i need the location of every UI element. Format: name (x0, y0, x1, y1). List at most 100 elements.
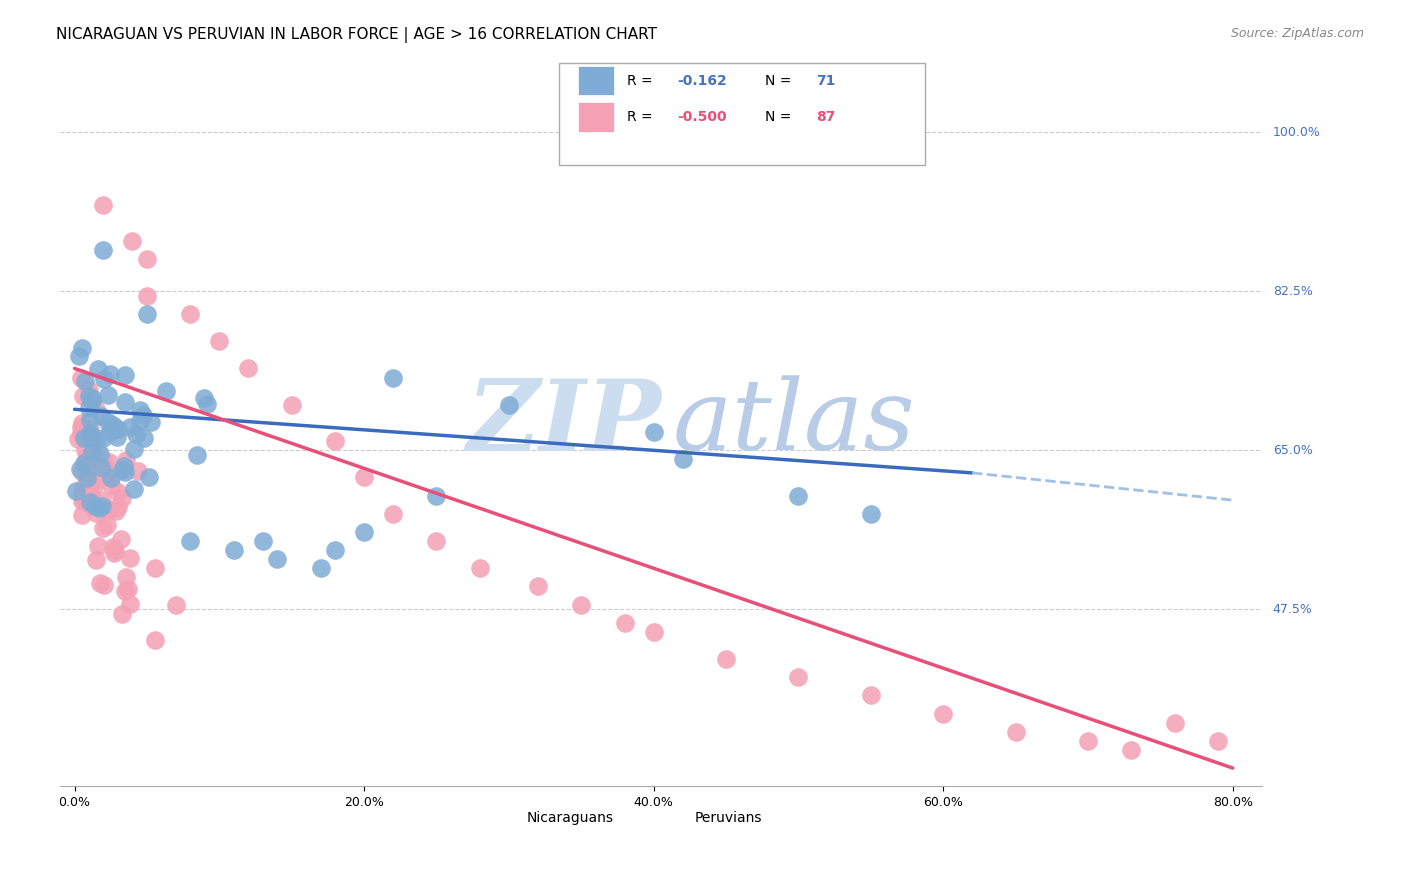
Point (91, 432, 114, 446)
Point (111, 463, 134, 477)
Point (132, 432, 155, 446)
Text: 65.0%: 65.0% (1272, 443, 1313, 457)
Point (82, 444, 104, 458)
Point (72, 389, 94, 403)
Point (80, 430, 103, 444)
Text: 82.5%: 82.5% (1272, 285, 1313, 298)
Point (122, 442, 145, 457)
Text: -0.162: -0.162 (678, 74, 727, 87)
Point (114, 570, 136, 584)
Point (70, 416, 93, 430)
Point (89, 447, 111, 461)
Point (671, 452, 693, 467)
Point (141, 415, 163, 429)
Point (93, 244, 115, 258)
Text: Peruvians: Peruvians (695, 811, 762, 825)
Point (353, 524, 375, 539)
Point (103, 545, 125, 559)
Point (112, 459, 135, 474)
Point (97, 467, 120, 481)
Point (1077, 734, 1099, 748)
Point (859, 507, 882, 521)
Point (155, 384, 177, 398)
Point (266, 552, 288, 566)
Point (70, 371, 93, 385)
Point (186, 448, 208, 462)
Point (77, 489, 100, 503)
Point (96, 518, 118, 533)
Point (114, 368, 136, 382)
Point (107, 500, 129, 514)
Point (127, 464, 149, 478)
Text: 47.5%: 47.5% (1272, 603, 1313, 615)
Point (787, 670, 810, 684)
Point (1121, 743, 1143, 757)
Text: atlas: atlas (673, 376, 915, 471)
Point (138, 470, 160, 484)
Point (91, 499, 114, 513)
Point (70, 465, 93, 479)
Point (135, 252, 157, 267)
Point (110, 532, 132, 546)
Point (83, 476, 105, 491)
Point (70, 342, 93, 356)
Text: 71: 71 (815, 74, 835, 87)
Text: ZIP: ZIP (465, 375, 661, 471)
Point (84, 506, 107, 520)
Point (79, 413, 101, 427)
Point (87, 445, 110, 459)
Point (93, 578, 115, 592)
Point (787, 489, 810, 503)
Point (309, 561, 332, 575)
Point (70, 425, 93, 440)
Point (80, 394, 103, 409)
Point (84, 401, 107, 416)
Point (91, 520, 114, 534)
Point (73, 493, 96, 508)
Point (323, 434, 346, 449)
Point (79, 494, 101, 508)
Point (97, 415, 120, 429)
Point (643, 624, 665, 639)
Point (76, 450, 98, 465)
Point (122, 482, 145, 496)
Point (89, 463, 111, 477)
Point (128, 403, 150, 417)
Point (222, 543, 245, 558)
Point (73, 456, 96, 470)
Point (425, 534, 447, 549)
Point (97, 388, 120, 402)
Point (238, 361, 260, 376)
Point (1206, 734, 1229, 748)
Point (280, 398, 302, 412)
Point (468, 561, 491, 575)
Point (73, 431, 96, 445)
Point (179, 534, 201, 549)
Point (118, 597, 141, 611)
Point (613, 615, 636, 630)
Point (87, 361, 110, 376)
Point (89, 576, 111, 591)
Point (114, 466, 136, 480)
Point (165, 598, 187, 612)
Point (67, 350, 90, 364)
Point (84, 433, 107, 447)
FancyBboxPatch shape (578, 66, 614, 95)
Point (569, 598, 592, 612)
Point (382, 507, 405, 521)
Point (125, 427, 148, 442)
Point (105, 430, 128, 444)
Point (75, 442, 97, 457)
Point (77, 389, 100, 403)
Point (80, 430, 103, 444)
Point (425, 489, 447, 503)
Point (76, 471, 98, 485)
Point (79, 497, 101, 511)
Point (101, 540, 124, 554)
Point (77, 401, 100, 415)
Point (93, 198, 115, 212)
Text: Source: ZipAtlas.com: Source: ZipAtlas.com (1230, 27, 1364, 40)
Point (77, 477, 100, 491)
Point (82, 469, 104, 483)
Point (100, 425, 122, 440)
